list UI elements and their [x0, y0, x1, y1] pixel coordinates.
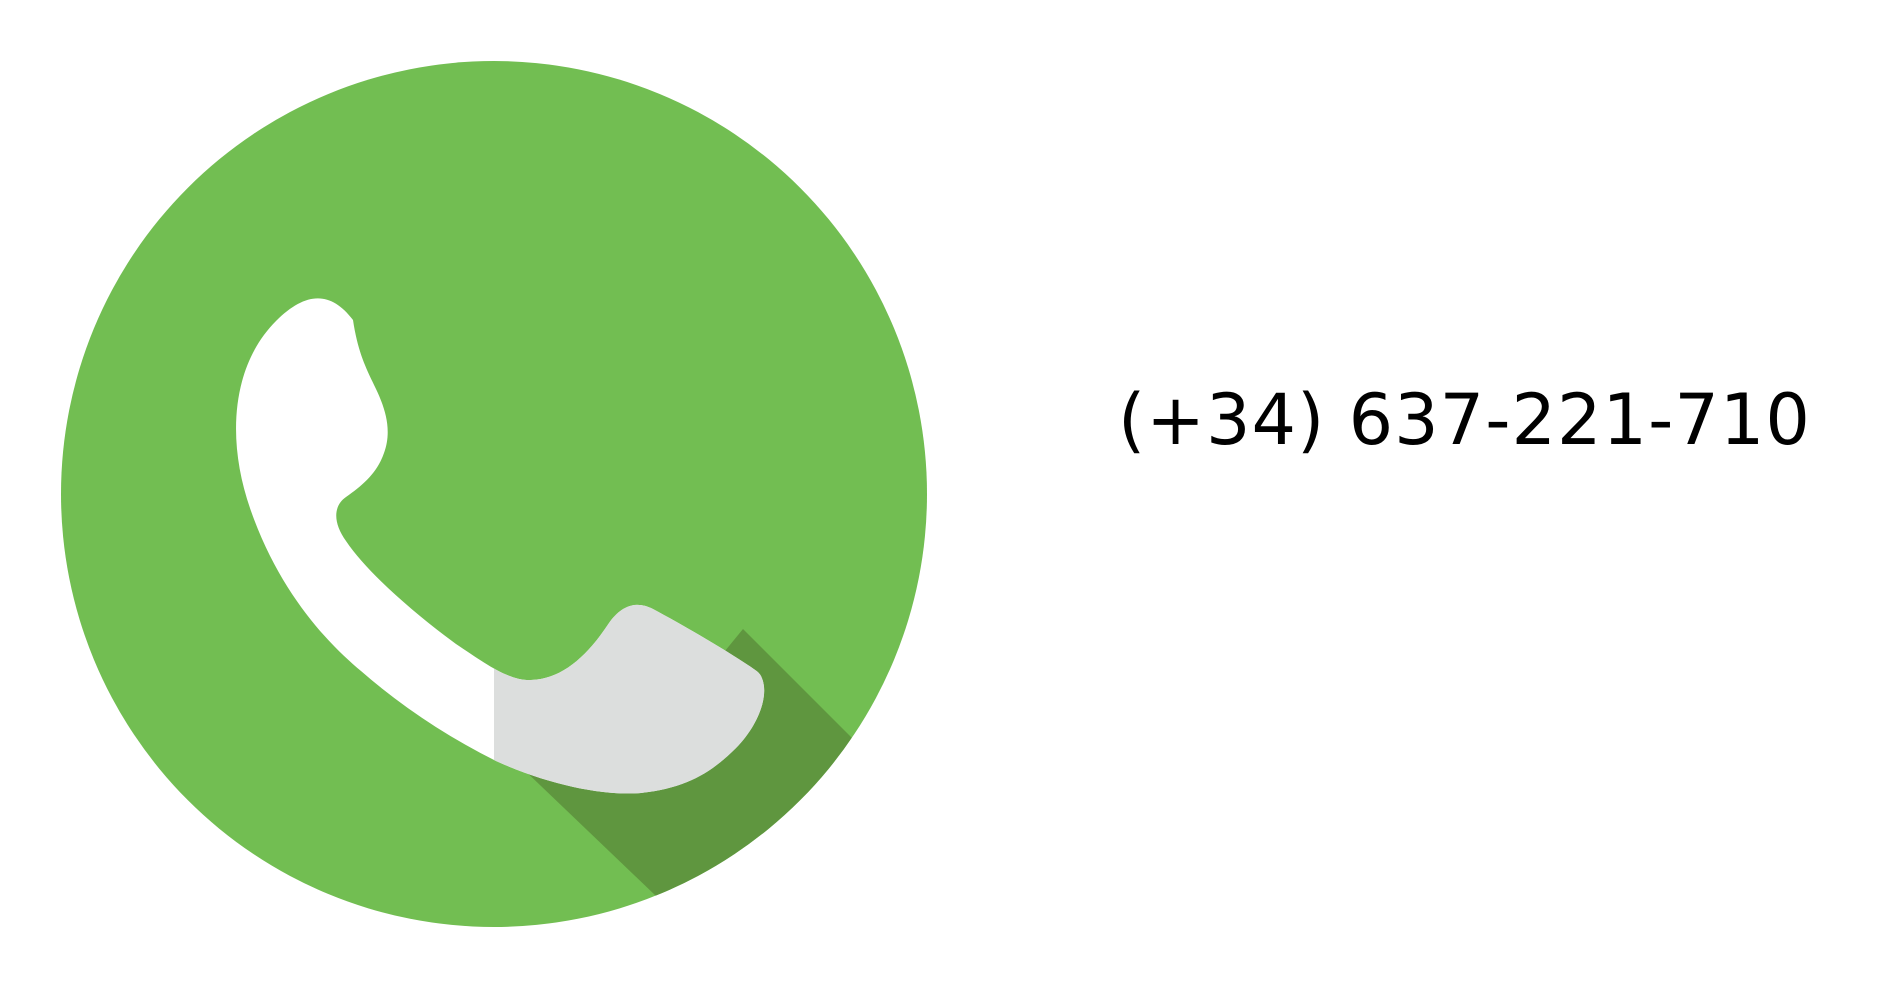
phone-number-text: (+34) 637-221-710 [1118, 379, 1811, 461]
phone-handset-icon [61, 61, 927, 927]
phone-badge-icon [61, 61, 927, 927]
